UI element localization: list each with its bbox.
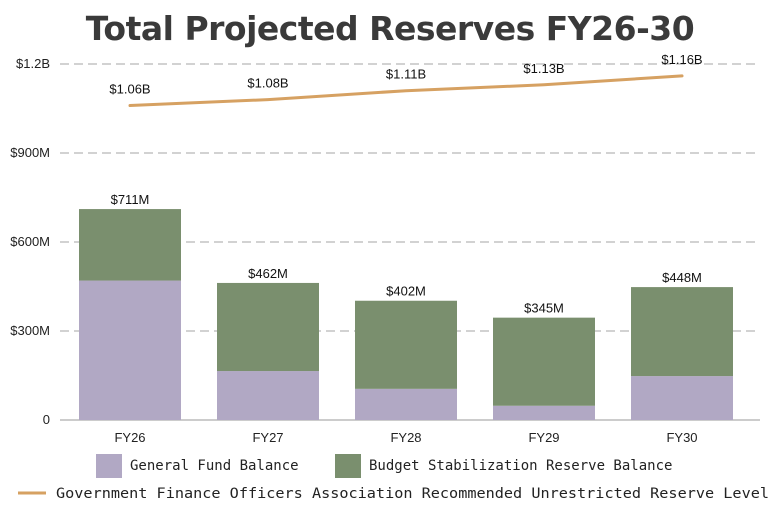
- legend-label-budget-stabilization: Budget Stabilization Reserve Balance: [369, 458, 672, 474]
- line-value-label: $1.16B: [661, 52, 702, 67]
- chart-title: Total Projected Reserves FY26-30: [86, 9, 694, 48]
- reserve-line-path: [128, 74, 684, 108]
- y-tick-label: $600M: [10, 234, 50, 249]
- line-value-label: $1.06B: [109, 82, 150, 97]
- y-tick-label: $1.2B: [16, 56, 50, 71]
- y-tick-label: $300M: [10, 323, 50, 338]
- bar-budget-stabilization-fy26: [79, 209, 181, 281]
- bar-general-fund-fy26: [79, 280, 181, 420]
- x-tick-label: FY28: [390, 430, 421, 445]
- x-tick-label: FY29: [528, 430, 559, 445]
- bar-total-label: $462M: [248, 266, 288, 281]
- bar-budget-stabilization-fy30: [631, 287, 733, 377]
- legend: General Fund Balance Budget Stabilization…: [18, 454, 769, 502]
- bars: $711M $462M $402M $345M $448M: [79, 192, 733, 420]
- x-axis-ticks: FY26 FY27 FY28 FY29 FY30: [114, 430, 697, 445]
- bar-total-label: $711M: [111, 192, 150, 207]
- bar-budget-stabilization-fy27: [217, 282, 319, 372]
- x-tick-label: FY30: [666, 430, 697, 445]
- bar-budget-stabilization-fy28: [355, 300, 457, 389]
- legend-label-reserve-line: Government Finance Officers Association …: [56, 486, 769, 502]
- y-tick-label: $900M: [10, 145, 50, 160]
- line-value-label: $1.13B: [523, 61, 564, 76]
- legend-label-general-fund: General Fund Balance: [130, 458, 299, 474]
- legend-swatch-budget-stabilization: [335, 454, 361, 478]
- bar-total-label: $402M: [386, 284, 426, 299]
- reserve-line: $1.06B $1.08B $1.11B $1.13B $1.16B: [109, 52, 703, 108]
- legend-swatch-general-fund: [96, 454, 122, 478]
- x-tick-label: FY27: [252, 430, 283, 445]
- bar-general-fund-fy27: [217, 371, 319, 420]
- bar-general-fund-fy30: [631, 376, 733, 420]
- bar-general-fund-fy29: [493, 405, 595, 420]
- y-axis-ticks: 0 $300M $600M $900M $1.2B: [10, 56, 50, 427]
- line-value-label: $1.11B: [386, 67, 426, 82]
- bar-total-label: $448M: [662, 270, 702, 285]
- bar-general-fund-fy28: [355, 388, 457, 420]
- bar-total-label: $345M: [524, 301, 564, 316]
- y-tick-label: 0: [43, 412, 50, 427]
- line-value-label: $1.08B: [247, 76, 288, 91]
- x-tick-label: FY26: [114, 430, 145, 445]
- bar-budget-stabilization-fy29: [493, 317, 595, 406]
